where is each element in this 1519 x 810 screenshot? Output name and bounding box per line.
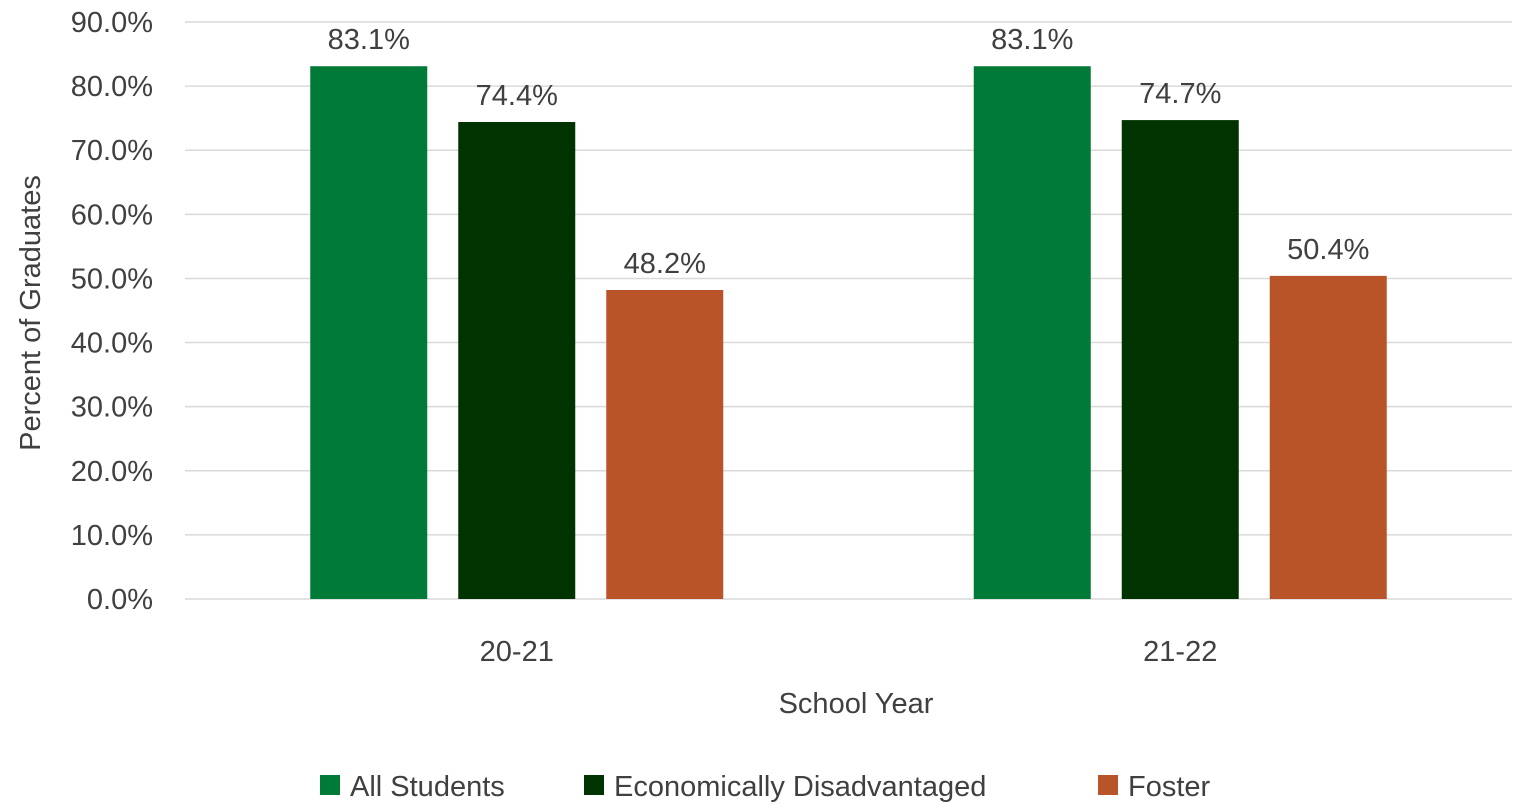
- legend-swatch: [320, 775, 340, 795]
- y-tick-label: 80.0%: [71, 71, 153, 103]
- x-tick-label: 20-21: [480, 636, 554, 668]
- x-axis-title: School Year: [779, 688, 934, 720]
- y-tick-label: 40.0%: [71, 328, 153, 360]
- y-tick-label: 50.0%: [71, 263, 153, 295]
- y-axis-title: Percent of Graduates: [15, 175, 47, 451]
- y-tick-label: 0.0%: [87, 584, 153, 616]
- x-axis-ticks: 20-21 21-22: [480, 636, 1218, 668]
- bar: [973, 66, 1091, 599]
- data-label: 83.1%: [991, 24, 1073, 56]
- legend: All Students Economically Disadvantaged Fo…: [320, 771, 1211, 803]
- legend-swatch: [1098, 775, 1118, 795]
- y-tick-label: 10.0%: [71, 520, 153, 552]
- data-label: 83.1%: [328, 24, 410, 56]
- bar: [310, 66, 428, 599]
- data-label: 74.7%: [1139, 78, 1221, 110]
- bars: [310, 66, 1387, 599]
- y-tick-label: 60.0%: [71, 199, 153, 231]
- data-label: 74.4%: [476, 80, 558, 112]
- y-tick-label: 90.0%: [71, 7, 153, 39]
- legend-label: All Students: [350, 771, 505, 803]
- data-label: 50.4%: [1287, 234, 1369, 266]
- bar: [606, 289, 724, 599]
- legend-label: Foster: [1128, 771, 1211, 803]
- y-tick-label: 70.0%: [71, 135, 153, 167]
- data-label: 48.2%: [624, 248, 706, 280]
- y-tick-label: 30.0%: [71, 392, 153, 424]
- legend-swatch: [584, 775, 604, 795]
- legend-label: Economically Disadvantaged: [614, 771, 986, 803]
- x-tick-label: 21-22: [1143, 636, 1217, 668]
- y-tick-label: 20.0%: [71, 456, 153, 488]
- y-axis-ticks: 0.0% 10.0% 20.0% 30.0% 40.0% 50.0% 60.0% 70.0% 8…: [71, 7, 153, 616]
- bar: [458, 122, 576, 599]
- legend-item: All Students: [320, 771, 505, 803]
- legend-item: Foster: [1098, 771, 1211, 803]
- bar: [1121, 120, 1239, 599]
- legend-item: Economically Disadvantaged: [584, 771, 986, 803]
- bar: [1269, 275, 1387, 599]
- data-labels: 83.1% 74.4% 48.2% 83.1% 74.7% 50.4%: [328, 24, 1370, 280]
